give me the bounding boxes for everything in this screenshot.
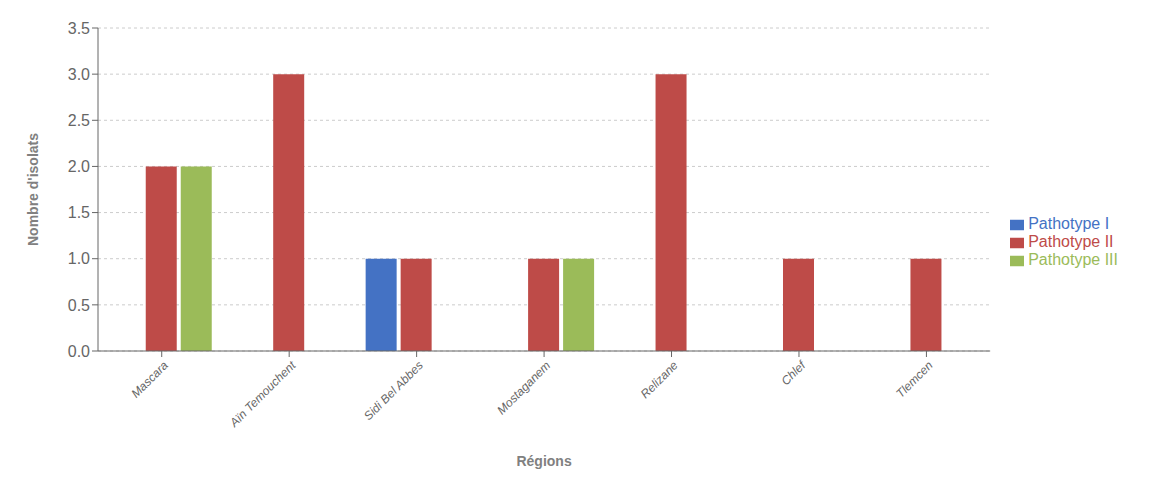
html-text:Pathotype II: Pathotype II	[1028, 233, 1114, 250]
svg-text:Aïn Temouchent: Aïn Temouchent	[226, 358, 299, 431]
html-text:Pathotype I: Pathotype I	[1028, 215, 1110, 232]
svg-text:2.0: 2.0	[68, 158, 90, 175]
svg-text:0.0: 0.0	[68, 343, 90, 360]
svg-text:Sidi Bel Abbes: Sidi Bel Abbes	[361, 358, 426, 423]
svg-text:1.5: 1.5	[68, 204, 90, 221]
svg-text:3.5: 3.5	[68, 20, 90, 37]
svg-text:3.0: 3.0	[68, 66, 90, 83]
svg-text:1.0: 1.0	[68, 250, 90, 267]
svg-text:Mascara: Mascara	[128, 358, 171, 401]
svg-text:Tlemcen: Tlemcen	[893, 358, 936, 401]
svg-text:Mostaganem: Mostaganem	[494, 358, 553, 417]
svg-text:Relizane: Relizane	[638, 358, 681, 401]
svg-text:2.5: 2.5	[68, 112, 90, 129]
html-text:Pathotype III: Pathotype III	[1028, 251, 1118, 268]
svg-text:0.5: 0.5	[68, 297, 90, 314]
svg-text:Nombre d'isolats: Nombre d'isolats	[25, 133, 41, 246]
svg-text:Chlef: Chlef	[778, 357, 809, 388]
svg-text:Régions: Régions	[516, 453, 571, 469]
